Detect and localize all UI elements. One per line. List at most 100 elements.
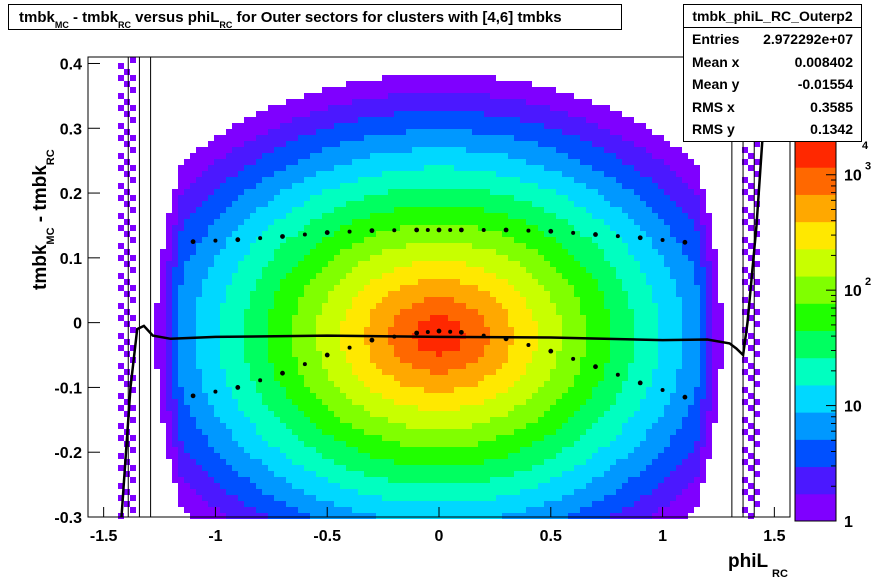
- heatmap-cell: [328, 351, 334, 357]
- heatmap-cell: [382, 417, 388, 423]
- heatmap-cell: [190, 333, 196, 339]
- heatmap-cell: [250, 393, 256, 399]
- heatmap-cell: [628, 195, 634, 201]
- heatmap-cell: [286, 297, 292, 303]
- heatmap-cell: [514, 357, 520, 363]
- heatmap-cell: [334, 417, 340, 423]
- heatmap-cell: [400, 375, 406, 381]
- heatmap-cell: [316, 117, 322, 123]
- heatmap-cell: [496, 111, 502, 117]
- heatmap-cell: [532, 327, 538, 333]
- heatmap-cell: [568, 405, 574, 411]
- heatmap-cell: [604, 123, 610, 129]
- heatmap-cell: [562, 375, 568, 381]
- heatmap-cell: [544, 261, 550, 267]
- heatmap-cell: [526, 381, 532, 387]
- heatmap-cell: [274, 183, 280, 189]
- heatmap-cell: [748, 255, 754, 261]
- heatmap-cell: [688, 285, 694, 291]
- heatmap-cell: [382, 165, 388, 171]
- heatmap-cell: [214, 381, 220, 387]
- heatmap-cell: [178, 387, 184, 393]
- heatmap-cell: [562, 141, 568, 147]
- heatmap-cell: [568, 225, 574, 231]
- heatmap-cell: [664, 351, 670, 357]
- heatmap-cell: [574, 129, 580, 135]
- heatmap-cell: [382, 261, 388, 267]
- heatmap-cell: [628, 189, 634, 195]
- heatmap-cell: [220, 141, 226, 147]
- heatmap-cell: [496, 105, 502, 111]
- heatmap-cell: [688, 363, 694, 369]
- heatmap-cell: [394, 261, 400, 267]
- heatmap-cell: [538, 189, 544, 195]
- heatmap-cell: [274, 129, 280, 135]
- heatmap-cell: [280, 171, 286, 177]
- heatmap-cell: [304, 273, 310, 279]
- heatmap-cell: [646, 387, 652, 393]
- heatmap-cell: [484, 297, 490, 303]
- heatmap-cell: [274, 267, 280, 273]
- heatmap-cell: [184, 249, 190, 255]
- heatmap-cell: [166, 357, 172, 363]
- heatmap-cell: [646, 171, 652, 177]
- heatmap-cell: [478, 105, 484, 111]
- heatmap-cell: [358, 357, 364, 363]
- heatmap-cell: [184, 201, 190, 207]
- heatmap-cell: [496, 237, 502, 243]
- heatmap-cell: [628, 129, 634, 135]
- heatmap-cell: [436, 405, 442, 411]
- heatmap-cell: [358, 267, 364, 273]
- heatmap-cell: [568, 111, 574, 117]
- heatmap-cell: [292, 321, 298, 327]
- heatmap-cell: [322, 129, 328, 135]
- heatmap-cell: [610, 285, 616, 291]
- heatmap-cell: [748, 153, 754, 159]
- heatmap-cell: [376, 123, 382, 129]
- heatmap-cell: [700, 267, 706, 273]
- heatmap-cell: [562, 129, 568, 135]
- heatmap-cell: [448, 315, 454, 321]
- heatmap-cell: [184, 285, 190, 291]
- heatmap-cell: [598, 303, 604, 309]
- heatmap-cell: [256, 153, 262, 159]
- heatmap-cell: [412, 225, 418, 231]
- heatmap-cell: [400, 219, 406, 225]
- heatmap-cell: [646, 405, 652, 411]
- heatmap-cell: [658, 249, 664, 255]
- heatmap-cell: [250, 147, 256, 153]
- heatmap-cell: [652, 183, 658, 189]
- heatmap-cell: [226, 393, 232, 399]
- heatmap-cell: [334, 87, 340, 93]
- heatmap-cell: [592, 255, 598, 261]
- heatmap-cell: [562, 147, 568, 153]
- heatmap-cell: [586, 261, 592, 267]
- heatmap-cell: [130, 285, 136, 291]
- heatmap-cell: [184, 237, 190, 243]
- heatmap-cell: [310, 285, 316, 291]
- heatmap-cell: [394, 159, 400, 165]
- heatmap-cell: [286, 267, 292, 273]
- heatmap-cell: [412, 273, 418, 279]
- heatmap-cell: [592, 381, 598, 387]
- heatmap-cell: [490, 183, 496, 189]
- heatmap-cell: [556, 405, 562, 411]
- heatmap-cell: [250, 153, 256, 159]
- heatmap-cell: [640, 141, 646, 147]
- heatmap-cell: [394, 291, 400, 297]
- heatmap-cell: [184, 399, 190, 405]
- heatmap-cell: [484, 309, 490, 315]
- heatmap-cell: [568, 309, 574, 315]
- heatmap-cell: [448, 117, 454, 123]
- heatmap-cell: [460, 195, 466, 201]
- heatmap-cell: [472, 255, 478, 261]
- heatmap-cell: [616, 183, 622, 189]
- heatmap-cell: [436, 75, 442, 81]
- heatmap-cell: [718, 309, 724, 315]
- heatmap-cell: [430, 399, 436, 405]
- heatmap-cell: [424, 147, 430, 153]
- heatmap-cell: [514, 87, 520, 93]
- heatmap-cell: [700, 303, 706, 309]
- heatmap-cell: [214, 255, 220, 261]
- heatmap-cell: [454, 195, 460, 201]
